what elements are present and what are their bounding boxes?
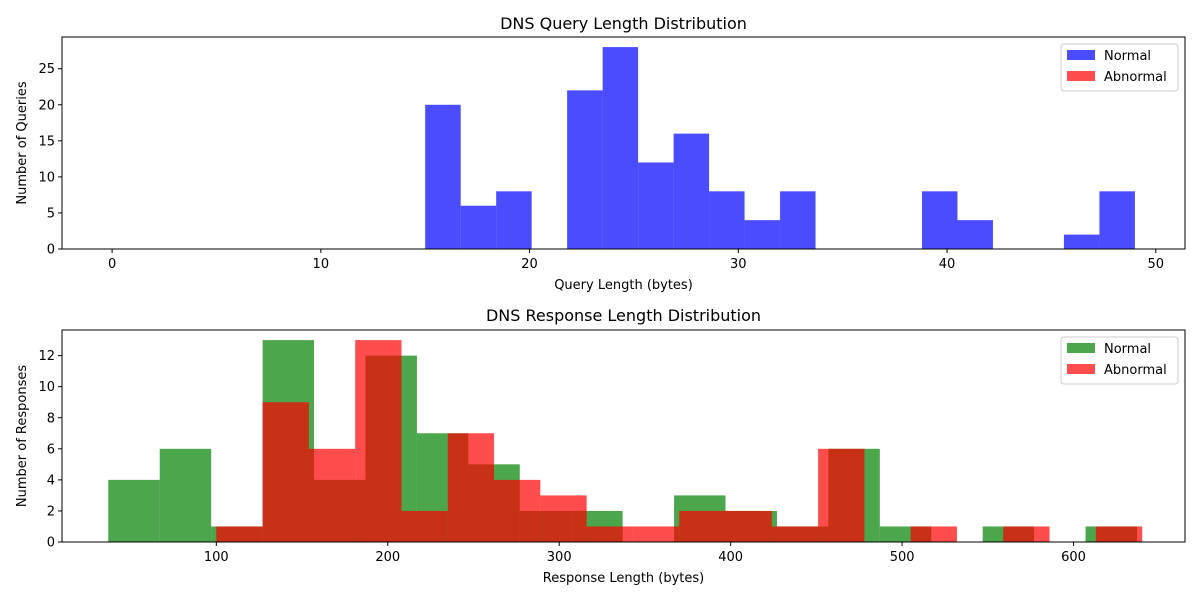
response-abnormal-bar-12 bbox=[771, 526, 819, 542]
query-normal-bar-5 bbox=[602, 47, 639, 249]
query-plot-frame bbox=[61, 36, 1186, 250]
response-length-panel: DNS Response Length Distribution 100 200 3… bbox=[15, 306, 1186, 586]
query-x-ticks: 0 10 20 30 40 50 bbox=[108, 249, 1164, 272]
response-y-tick-label: 2 bbox=[47, 504, 55, 519]
query-y-tick-label: 10 bbox=[38, 170, 55, 185]
query-x-tick-label: 50 bbox=[1148, 257, 1165, 272]
query-bars bbox=[425, 47, 1135, 249]
query-normal-bar-7 bbox=[673, 133, 710, 249]
query-legend-abnormal-swatch bbox=[1067, 71, 1095, 81]
query-x-tick-label: 20 bbox=[521, 257, 538, 272]
response-abnormal-bar-19 bbox=[1095, 526, 1143, 542]
response-chart-title: DNS Response Length Distribution bbox=[486, 306, 761, 325]
query-length-panel: DNS Query Length Distribution 0 10 20 30 40 5… bbox=[15, 14, 1186, 293]
response-abnormal-bar-2 bbox=[308, 448, 356, 542]
response-abnormal-bar-8 bbox=[586, 526, 633, 542]
response-legend-abnormal-swatch bbox=[1067, 364, 1095, 374]
response-normal-bar-1 bbox=[159, 448, 212, 542]
response-y-ticks: 0 2 4 6 8 10 12 bbox=[38, 349, 62, 551]
query-x-tick-label: 40 bbox=[939, 257, 956, 272]
response-legend-abnormal-label: Abnormal bbox=[1104, 363, 1167, 378]
query-normal-bar-9 bbox=[744, 220, 781, 249]
query-normal-bar-18 bbox=[1063, 234, 1100, 249]
query-legend: Normal Abnormal bbox=[1060, 43, 1179, 92]
response-abnormal-bar-15 bbox=[910, 526, 957, 542]
response-legend-normal-swatch bbox=[1067, 343, 1095, 353]
query-y-tick-label: 15 bbox=[38, 134, 55, 149]
response-legend: Normal Abnormal bbox=[1060, 336, 1179, 385]
query-x-tick-label: 0 bbox=[108, 257, 116, 272]
query-normal-bar-15 bbox=[957, 220, 993, 249]
response-y-tick-label: 12 bbox=[38, 349, 55, 364]
response-y-tick-label: 10 bbox=[38, 380, 55, 395]
query-y-tick-label: 0 bbox=[47, 243, 55, 258]
response-legend-normal-label: Normal bbox=[1104, 342, 1151, 357]
response-abnormal-bar-4 bbox=[401, 510, 448, 542]
response-x-tick-label: 200 bbox=[375, 550, 400, 565]
response-abnormal-bar-7 bbox=[540, 495, 587, 542]
response-abnormal-bar-10 bbox=[679, 510, 726, 542]
query-normal-bar-1 bbox=[460, 205, 497, 249]
response-y-tick-label: 0 bbox=[47, 536, 55, 551]
query-legend-abnormal-label: Abnormal bbox=[1104, 70, 1167, 85]
response-abnormal-bar-1 bbox=[262, 402, 309, 542]
response-y-tick-label: 4 bbox=[47, 473, 55, 488]
response-x-tick-label: 100 bbox=[204, 550, 229, 565]
query-y-tick-label: 20 bbox=[38, 98, 55, 113]
query-legend-normal-label: Normal bbox=[1104, 49, 1151, 64]
response-abnormal-bar-9 bbox=[632, 526, 680, 542]
query-normal-bar-2 bbox=[496, 191, 532, 249]
response-y-axis-label: Number of Responses bbox=[15, 365, 30, 507]
response-x-axis-label: Response Length (bytes) bbox=[543, 571, 705, 586]
query-chart-title: DNS Query Length Distribution bbox=[500, 14, 747, 33]
query-x-tick-label: 10 bbox=[313, 257, 330, 272]
query-legend-normal-swatch bbox=[1067, 50, 1095, 60]
query-normal-bar-19 bbox=[1099, 191, 1135, 249]
response-y-tick-label: 6 bbox=[47, 442, 55, 457]
query-normal-bar-6 bbox=[638, 162, 674, 249]
response-x-tick-label: 500 bbox=[890, 550, 915, 565]
response-bars bbox=[108, 340, 1143, 542]
query-normal-bar-4 bbox=[567, 90, 603, 249]
response-x-tick-label: 400 bbox=[718, 550, 743, 565]
response-y-tick-label: 8 bbox=[47, 411, 55, 426]
query-y-axis-label: Number of Queries bbox=[15, 81, 30, 204]
query-y-tick-label: 25 bbox=[38, 62, 55, 77]
response-x-tick-label: 300 bbox=[547, 550, 572, 565]
response-abnormal-bar-3 bbox=[355, 340, 402, 542]
query-normal-bar-8 bbox=[709, 191, 745, 249]
response-abnormal-bar-6 bbox=[494, 479, 541, 542]
response-abnormal-bar-13 bbox=[818, 448, 865, 542]
response-abnormal-bar-0 bbox=[216, 526, 263, 542]
response-x-ticks: 100 200 300 400 500 600 bbox=[204, 542, 1086, 565]
response-normal-bar-0 bbox=[108, 479, 160, 542]
response-abnormal-bar-5 bbox=[447, 433, 495, 542]
query-x-axis-label: Query Length (bytes) bbox=[554, 278, 693, 293]
query-y-tick-label: 5 bbox=[47, 206, 55, 221]
query-y-ticks: 0 5 10 15 20 25 bbox=[38, 62, 62, 258]
query-x-tick-label: 30 bbox=[730, 257, 747, 272]
response-x-tick-label: 600 bbox=[1061, 550, 1086, 565]
response-abnormal-bar-11 bbox=[725, 510, 772, 542]
query-normal-bar-10 bbox=[780, 191, 816, 249]
response-plot-frame bbox=[61, 329, 1186, 543]
response-abnormal-bar-17 bbox=[1003, 526, 1050, 542]
query-normal-bar-0 bbox=[425, 104, 461, 249]
query-normal-bar-14 bbox=[921, 191, 958, 249]
